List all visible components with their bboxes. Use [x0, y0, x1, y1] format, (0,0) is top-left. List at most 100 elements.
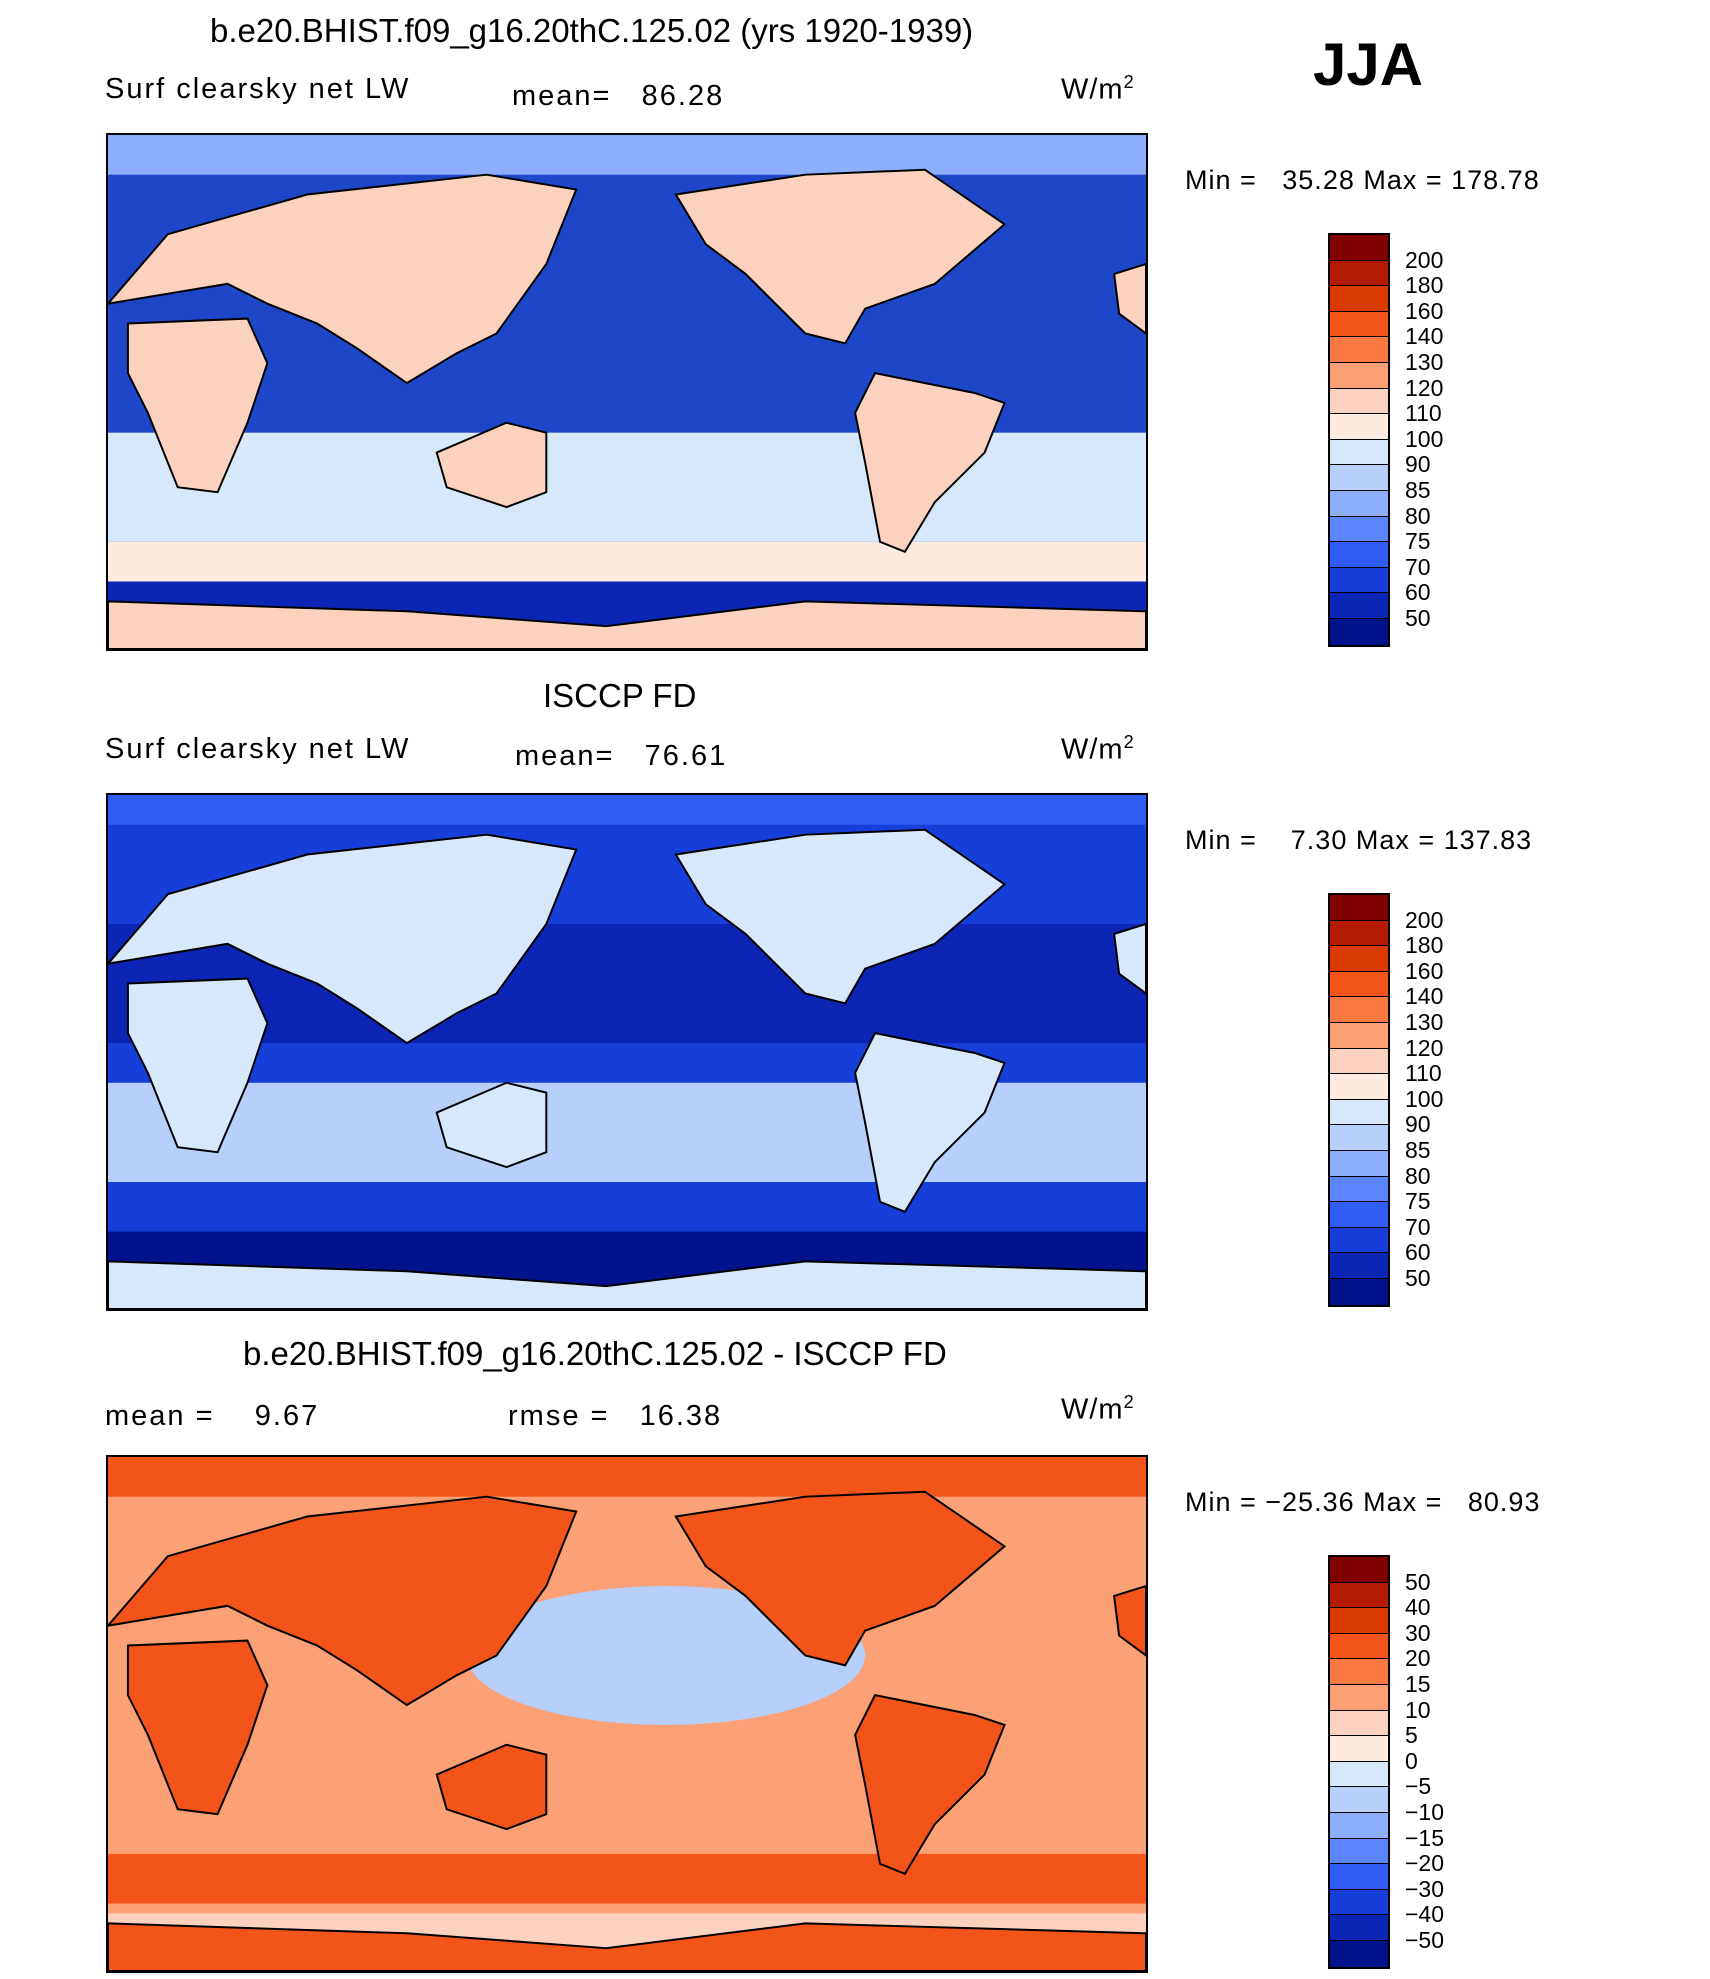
panel-3-map-svg	[108, 1457, 1146, 1971]
north-america	[674, 168, 1007, 345]
pacific-negative-anomaly	[466, 1585, 866, 1725]
panel-1-map	[106, 133, 1148, 651]
africa	[126, 977, 269, 1154]
colorbar-segment	[1330, 1864, 1388, 1890]
colorbar-tick-label: 120	[1405, 1034, 1444, 1061]
colorbar-segment	[1330, 1915, 1388, 1941]
panel-1-units: W/m2	[1061, 72, 1135, 106]
eurasia	[108, 833, 578, 1045]
colorbar-segment	[1330, 337, 1388, 363]
colorbar-segment	[1330, 542, 1388, 568]
panel-2-title: ISCCP FD	[543, 677, 697, 714]
panel-2-mean-value: mean= 76.61	[515, 740, 728, 772]
colorbar-segment	[1330, 1710, 1388, 1737]
colorbar-tick-label: −50	[1405, 1927, 1445, 1953]
arctic-band	[108, 795, 1146, 825]
panel-3-rmse-value: rmse = 16.38	[508, 1400, 723, 1432]
colorbar-tick-label: 200	[1405, 246, 1444, 273]
colorbar-tick-label: 130	[1405, 1009, 1444, 1035]
colorbar-tick-label: 75	[1405, 528, 1431, 555]
colorbar-tick-label: 180	[1405, 272, 1444, 299]
africa-east-edge	[1113, 922, 1146, 995]
antarctica	[108, 1260, 1146, 1309]
colorbar-tick-label: 60	[1405, 579, 1431, 606]
colorbar-tick-label: 140	[1405, 983, 1444, 1010]
colorbar-segment	[1330, 997, 1388, 1023]
southern-midlat-band	[108, 541, 1146, 582]
panel-1-map-svg	[108, 135, 1146, 649]
colorbar-segment	[1330, 260, 1388, 287]
colorbar-tick-label: 70	[1405, 1213, 1431, 1240]
colorbar-segment	[1330, 414, 1388, 440]
colorbar-segment	[1330, 1761, 1388, 1788]
colorbar-tick-label: 20	[1405, 1645, 1431, 1672]
antarctica	[108, 600, 1146, 649]
panel-3-map	[106, 1455, 1148, 1973]
panel-2-map-svg	[108, 795, 1146, 1309]
continents	[108, 1490, 1146, 1971]
australia	[435, 421, 548, 509]
colorbar-segment	[1330, 362, 1388, 389]
colorbar-tick-label: 130	[1405, 349, 1444, 375]
panel-1-variable-label: Surf clearsky net LW	[105, 73, 411, 105]
colorbar-tick-label: 110	[1405, 400, 1442, 427]
colorbar-tick-label: 80	[1405, 1162, 1431, 1189]
colorbar-tick-label: −30	[1405, 1875, 1445, 1902]
colorbar-segment	[1330, 1176, 1388, 1203]
colorbar-tick-label: −15	[1405, 1824, 1445, 1851]
colorbar-tick-label: 50	[1405, 605, 1431, 631]
colorbar-tick-label: 5	[1405, 1722, 1418, 1749]
colorbar-tick-label: 140	[1405, 323, 1444, 350]
north-america	[674, 1490, 1007, 1667]
eurasia	[108, 1495, 578, 1707]
colorbar-segment	[1330, 516, 1388, 543]
antarctica	[108, 1922, 1146, 1971]
colorbar-segment	[1330, 1812, 1388, 1839]
colorbar-tick-label: 10	[1405, 1696, 1431, 1723]
arctic-band	[108, 1457, 1146, 1497]
colorbar-segment	[1330, 235, 1388, 261]
colorbar-segment	[1330, 286, 1388, 312]
colorbar-segment	[1330, 1608, 1388, 1634]
colorbar-segment	[1330, 946, 1388, 972]
panel-3-minmax: Min = −25.36 Max = 80.93	[1185, 1487, 1541, 1517]
colorbar-tick-label: −20	[1405, 1850, 1445, 1877]
colorbar-tick-label: 50	[1405, 1568, 1431, 1595]
africa-east-edge	[1113, 262, 1146, 335]
colorbar-tick-label: 160	[1405, 957, 1444, 984]
colorbar-tick-label: 110	[1405, 1060, 1442, 1087]
colorbar-tick-label: 30	[1405, 1619, 1431, 1646]
colorbar-segment	[1330, 1838, 1388, 1865]
panel-1-minmax: Min = 35.28 Max = 178.78	[1185, 165, 1540, 195]
colorbar-segment	[1330, 920, 1388, 947]
colorbar-tick-label: 75	[1405, 1188, 1431, 1215]
panel-1-mean-value: mean= 86.28	[512, 80, 725, 112]
panel-2-minmax: Min = 7.30 Max = 137.83	[1185, 825, 1533, 855]
panel-1-title: b.e20.BHIST.f09_g16.20thC.125.02 (yrs 19…	[210, 12, 974, 49]
colorbar-segment	[1330, 1202, 1388, 1228]
australia	[435, 1743, 548, 1831]
panel-3-mean-value: mean = 9.67	[105, 1400, 320, 1432]
panel-2-colorbar	[1328, 893, 1390, 1307]
colorbar-tick-label: 180	[1405, 932, 1444, 959]
colorbar-tick-label: 90	[1405, 451, 1431, 478]
colorbar-segment	[1330, 1150, 1388, 1177]
colorbar-segment	[1330, 1582, 1388, 1609]
colorbar-tick-label: 85	[1405, 477, 1431, 503]
colorbar-segment	[1330, 1227, 1388, 1254]
southern-subtropic-band	[108, 432, 1146, 542]
colorbar-tick-label: 120	[1405, 374, 1444, 401]
colorbar-tick-label: 80	[1405, 502, 1431, 529]
colorbar-segment	[1330, 567, 1388, 594]
colorbar-segment	[1330, 1099, 1388, 1126]
southern-midlat-band	[108, 1853, 1146, 1904]
colorbar-segment	[1330, 895, 1388, 921]
colorbar-segment	[1330, 1889, 1388, 1916]
colorbar-segment	[1330, 1787, 1388, 1813]
colorbar-tick-label: 40	[1405, 1594, 1431, 1621]
continents	[108, 828, 1146, 1309]
australia	[435, 1081, 548, 1169]
colorbar-segment	[1330, 465, 1388, 491]
colorbar-segment	[1330, 1125, 1388, 1151]
season-label: JJA	[1313, 31, 1424, 98]
